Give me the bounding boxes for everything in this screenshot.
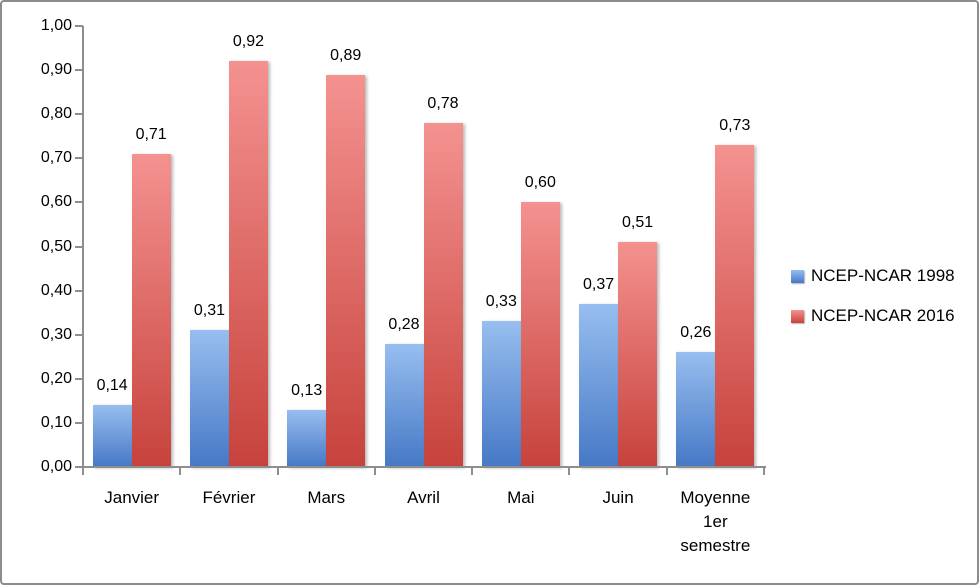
bar-value-label-ncep-ncar-2016-mai: 0,60 (524, 174, 556, 191)
x-axis-tick-mark (276, 467, 279, 475)
x-axis-label-avril: Avril (407, 488, 440, 507)
bar-ncep-ncar-1998-mai (481, 321, 521, 467)
bar-ncep-ncar-2016-mars (326, 75, 366, 467)
bar-ncep-ncar-1998-juin (579, 304, 619, 467)
y-axis-tick-label: 0,40 (40, 281, 72, 299)
y-axis-line (82, 26, 84, 475)
bar-value-label-ncep-ncar-2016-janvier: 0,71 (135, 126, 167, 143)
bar-ncep-ncar-1998-avril (384, 344, 424, 467)
y-axis-tick-mark (75, 421, 83, 424)
y-axis-tick-label: 0,20 (40, 369, 72, 387)
bar-ncep-ncar-2016-avril (423, 123, 463, 467)
bar-ncep-ncar-2016-moyenne-1er-semestre (715, 145, 755, 467)
bar-value-label-ncep-ncar-1998-janvier: 0,14 (96, 377, 128, 394)
bar-value-label-ncep-ncar-1998-mars: 0,13 (291, 382, 323, 399)
x-axis-label-janvier: Janvier (104, 488, 160, 507)
x-axis-tick-mark (373, 467, 376, 475)
legend-entry-ncep-ncar-1998: NCEP-NCAR 1998 (791, 266, 955, 286)
x-axis-label-f-vrier: Février (202, 488, 256, 507)
y-axis-tick-mark (75, 113, 83, 116)
legend-label-series1: NCEP-NCAR 1998 (811, 266, 955, 285)
legend-swatch-series2-icon (791, 309, 804, 323)
bar-value-label-ncep-ncar-2016-moyenne-1er-semestre: 0,73 (719, 117, 751, 134)
y-axis-tick-label: 0,70 (40, 149, 72, 167)
bar-ncep-ncar-1998-f-vrier (189, 330, 229, 467)
x-axis-tick-mark (568, 467, 571, 475)
bar-value-label-ncep-ncar-2016-avril: 0,78 (427, 95, 459, 112)
y-axis-tick-mark (75, 25, 83, 27)
bar-value-label-ncep-ncar-2016-f-vrier: 0,92 (232, 33, 264, 50)
x-axis-label-moyenne-1er-semestre: Moyenne 1er semestre (680, 488, 751, 555)
bar-value-label-ncep-ncar-1998-mai: 0,33 (485, 293, 517, 310)
legend-label-series2: NCEP-NCAR 2016 (811, 306, 955, 325)
y-axis-tick-label: 0,60 (40, 193, 72, 211)
bar-ncep-ncar-1998-mars (287, 410, 327, 467)
bar-value-label-ncep-ncar-2016-mars: 0,89 (330, 47, 362, 64)
legend-entry-ncep-ncar-2016: NCEP-NCAR 2016 (791, 306, 955, 326)
y-axis-tick-label: 0,90 (40, 61, 72, 79)
y-axis-tick-mark (75, 69, 83, 72)
y-axis-tick-label: 0,10 (40, 413, 72, 431)
legend: NCEP-NCAR 1998 NCEP-NCAR 2016 (791, 266, 955, 346)
bar-value-label-ncep-ncar-2016-juin: 0,51 (621, 214, 654, 231)
y-axis-tick-label: 0,50 (40, 237, 72, 255)
y-axis-tick-mark (75, 245, 83, 248)
y-axis-tick-label: 0,80 (40, 105, 72, 123)
y-axis-tick-label: 0,00 (40, 458, 72, 475)
y-axis-tick-label: 1,00 (40, 17, 72, 34)
x-axis-tick-mark (179, 467, 182, 475)
bar-value-label-ncep-ncar-1998-f-vrier: 0,31 (193, 302, 225, 319)
x-axis-tick-mark (763, 467, 765, 475)
bar-ncep-ncar-1998-janvier (92, 405, 132, 467)
y-axis-tick-label: 0,30 (40, 325, 72, 343)
bar-value-label-ncep-ncar-1998-avril: 0,28 (388, 316, 420, 333)
bar-ncep-ncar-2016-janvier (131, 154, 171, 467)
y-axis-tick-mark (75, 201, 83, 204)
legend-swatch-series1-icon (791, 269, 804, 283)
x-axis-label-mai: Mai (507, 488, 535, 507)
bar-ncep-ncar-2016-mai (520, 202, 560, 467)
x-axis-label-mars: Mars (307, 488, 346, 507)
x-axis-tick-mark (471, 467, 474, 475)
x-axis-tick-mark (82, 467, 84, 475)
y-axis-tick-mark (75, 333, 83, 336)
y-axis-tick-mark (75, 157, 83, 160)
x-axis-line (75, 466, 766, 468)
bar-ncep-ncar-2016-f-vrier (228, 61, 268, 467)
x-axis-tick-mark (665, 467, 668, 475)
bar-value-label-ncep-ncar-1998-moyenne-1er-semestre: 0,26 (680, 324, 712, 341)
bar-ncep-ncar-1998-moyenne-1er-semestre (676, 352, 716, 467)
bar-value-label-ncep-ncar-1998-juin: 0,37 (582, 276, 615, 293)
x-axis-label-juin: Juin (602, 488, 634, 507)
y-axis-tick-mark (75, 289, 83, 292)
bar-ncep-ncar-2016-juin (618, 242, 658, 467)
y-axis-tick-mark (75, 377, 83, 380)
